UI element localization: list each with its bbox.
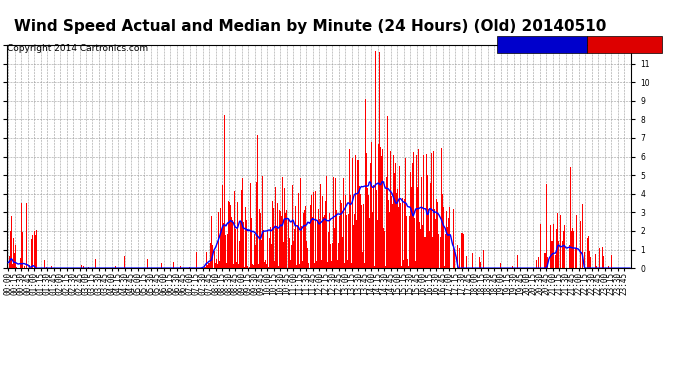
Text: Wind (mph): Wind (mph): [590, 40, 645, 50]
Text: Wind Speed Actual and Median by Minute (24 Hours) (Old) 20140510: Wind Speed Actual and Median by Minute (…: [14, 19, 607, 34]
Text: Median (mph): Median (mph): [500, 40, 566, 50]
Text: Copyright 2014 Cartronics.com: Copyright 2014 Cartronics.com: [7, 44, 148, 52]
